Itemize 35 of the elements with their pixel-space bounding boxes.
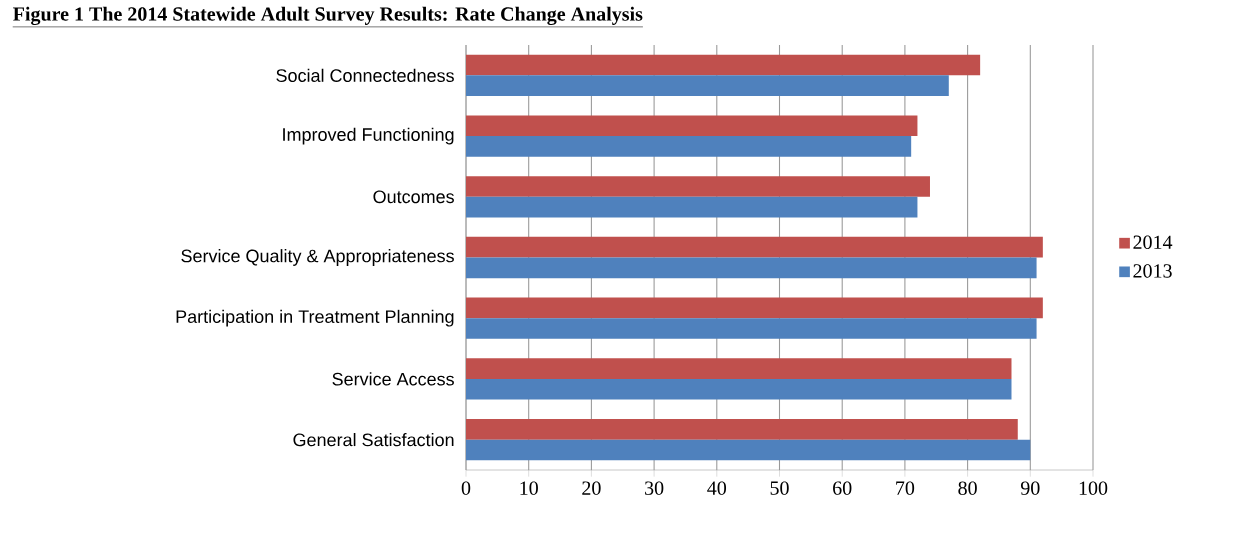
y-tick-label: Social Connectedness bbox=[276, 68, 454, 82]
bar bbox=[466, 297, 1043, 319]
bar bbox=[466, 318, 1037, 339]
bar bbox=[466, 257, 1037, 279]
bar bbox=[466, 378, 1012, 400]
x-tick-label: 50 bbox=[770, 481, 789, 495]
bar bbox=[466, 54, 981, 76]
legend-label: 2014 bbox=[1133, 235, 1173, 250]
x-tick-label: 70 bbox=[896, 481, 915, 495]
bar bbox=[466, 196, 918, 218]
y-tick-label: General Satisfaction bbox=[293, 433, 454, 447]
bar bbox=[466, 115, 918, 137]
x-tick-label: 100 bbox=[1079, 481, 1108, 495]
y-tick-label: Outcomes bbox=[373, 190, 454, 204]
x-tick-label: 80 bbox=[958, 481, 977, 495]
bar bbox=[466, 358, 1012, 379]
x-tick-label: 40 bbox=[707, 481, 727, 495]
x-tick-label: 10 bbox=[520, 481, 538, 495]
bar bbox=[466, 176, 930, 197]
x-tick-label: 30 bbox=[645, 481, 664, 495]
y-tick-label: Service Quality & Appropriateness bbox=[181, 249, 454, 266]
bar bbox=[466, 236, 1043, 258]
bar bbox=[466, 439, 1031, 461]
bar bbox=[466, 419, 1018, 440]
legend-label: 2013 bbox=[1133, 264, 1172, 278]
x-tick-label: 90 bbox=[1020, 481, 1040, 495]
bar bbox=[466, 136, 912, 157]
x-tick-label: 0 bbox=[461, 481, 471, 495]
x-tick-label: 60 bbox=[833, 481, 852, 495]
x-tick-label: 20 bbox=[582, 481, 601, 495]
bar bbox=[466, 75, 949, 96]
chart-title: Figure 1 The 2014 Statewide Adult Survey Results: Rate Change Analysis bbox=[13, 6, 643, 25]
y-tick-label: Service Access bbox=[332, 372, 454, 386]
y-tick-label: Improved Functioning bbox=[283, 127, 454, 145]
y-tick-label: Participation in Treatment Planning bbox=[176, 309, 454, 327]
